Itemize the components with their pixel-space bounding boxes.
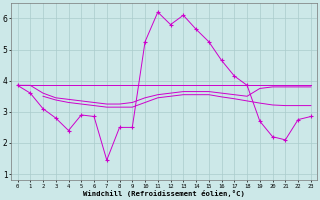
X-axis label: Windchill (Refroidissement éolien,°C): Windchill (Refroidissement éolien,°C) — [83, 190, 245, 197]
